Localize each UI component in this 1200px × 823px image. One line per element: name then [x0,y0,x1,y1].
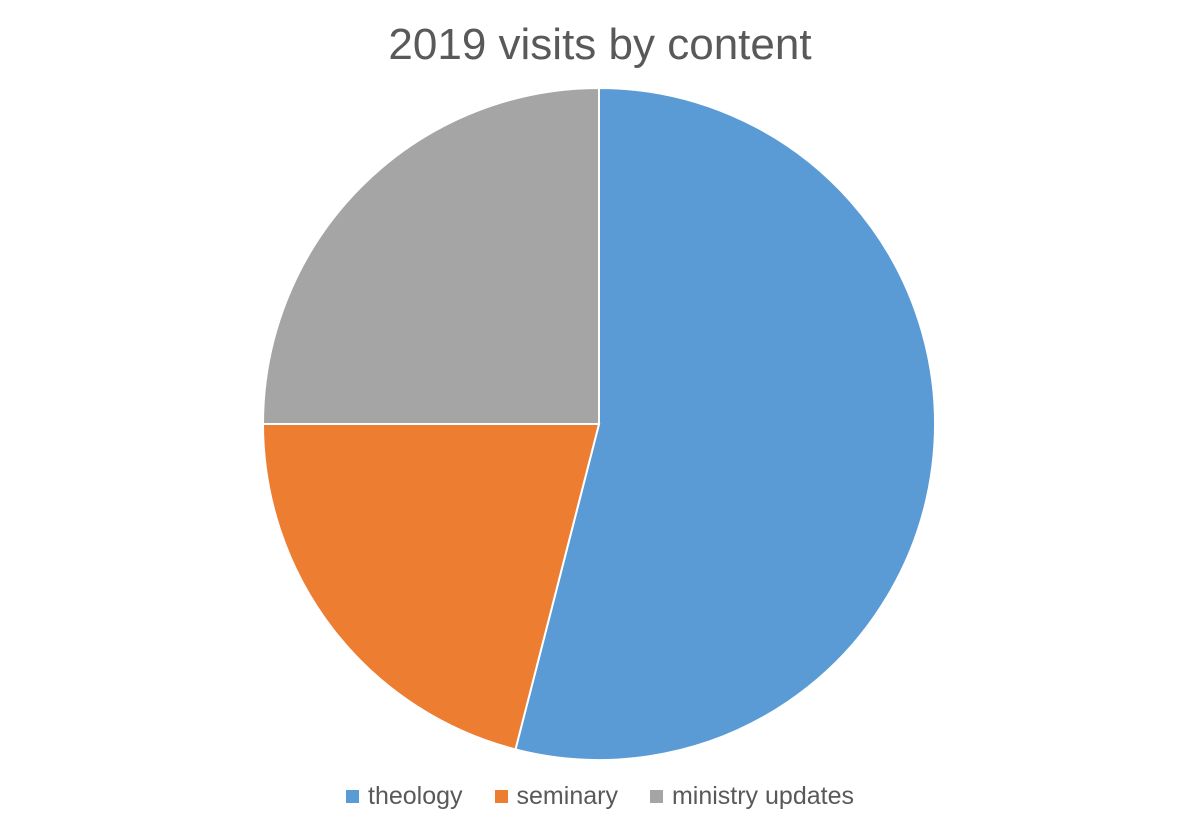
chart-title: 2019 visits by content [388,20,812,69]
legend-label-ministry-updates: ministry updates [671,782,854,810]
pie-slice-ministry-updates [261,86,600,425]
legend-swatch-theology [346,789,359,803]
legend-swatch-seminary [494,789,508,803]
legend-item-seminary: seminary [494,776,618,816]
chart-legend: theology seminary ministry updates [0,776,1200,816]
pie-slice-theology [514,86,936,761]
legend-label-seminary: seminary [516,782,618,810]
legend-label-theology: theology [368,782,463,810]
legend-item-ministry-updates: ministry updates [649,776,854,816]
legend-swatch-ministry-updates [649,789,663,803]
pie-slice-seminary [261,423,601,751]
pie-slices [261,86,936,761]
legend-item-theology: theology [346,776,463,816]
